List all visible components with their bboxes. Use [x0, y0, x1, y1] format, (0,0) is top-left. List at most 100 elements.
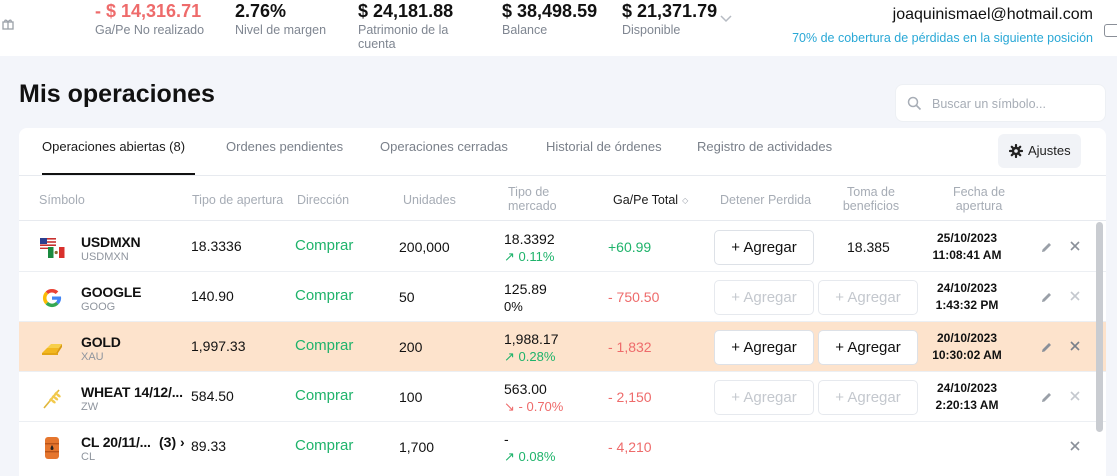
tab-pending-orders[interactable]: Ordenes pendientes: [226, 139, 344, 154]
panel-toggle-icon[interactable]: [1104, 24, 1117, 37]
edit-icon[interactable]: [1041, 341, 1053, 353]
arrow-up-right-icon: ↗: [504, 349, 515, 364]
open-price: 89.33: [191, 438, 227, 454]
date: 24/10/2023: [936, 381, 998, 395]
group-count-value: (3): [159, 434, 177, 450]
stat-label: Patrimonio de la cuenta: [358, 23, 449, 51]
close-icon[interactable]: [1069, 440, 1081, 452]
col-market-type[interactable]: Tipo de mercado: [508, 185, 557, 213]
time: 11:08:41 AM: [932, 248, 1002, 262]
change-value: 0.11%: [518, 249, 555, 264]
chevron-down-icon[interactable]: [718, 12, 734, 26]
open-price: 140.90: [191, 288, 234, 304]
date: 24/10/2023: [936, 281, 998, 295]
direction: Comprar: [295, 337, 354, 354]
symbol-search[interactable]: [895, 84, 1106, 122]
add-stop-loss-button[interactable]: + Agregar: [714, 330, 814, 365]
tab-order-history[interactable]: Historial de órdenes: [546, 139, 662, 154]
col-take-profit[interactable]: Toma de beneficios: [842, 185, 900, 213]
units: 200: [399, 339, 423, 355]
stat-value: - $ 14,316.71: [95, 1, 202, 21]
col-symbol[interactable]: Símbolo: [39, 193, 85, 207]
symbol-name: USDMXN: [81, 234, 141, 250]
pnl-total: - 750.50: [608, 289, 660, 305]
gift-icon[interactable]: [2, 18, 14, 30]
stat-value: $ 21,371.79: [622, 1, 718, 21]
stat-label: Balance: [502, 23, 548, 37]
pnl-total: - 2,150: [608, 389, 652, 405]
units: 100: [399, 389, 423, 405]
date: 20/10/2023: [936, 331, 998, 345]
market-price: -: [504, 431, 509, 447]
arrow-up-right-icon: ↗: [504, 449, 515, 464]
gear-icon: [1009, 144, 1023, 158]
direction: Comprar: [295, 287, 354, 304]
tab-activity-log[interactable]: Registro de actividades: [697, 139, 833, 154]
search-input[interactable]: [932, 94, 1097, 114]
col-stop-loss[interactable]: Detener Perdida: [720, 193, 812, 207]
col-open-type[interactable]: Tipo de apertura: [192, 193, 284, 207]
stat-label: Disponible: [622, 23, 681, 37]
take-profit-value[interactable]: 18.385: [847, 239, 890, 255]
edit-icon[interactable]: [1041, 391, 1053, 403]
table-scrollbar[interactable]: [1096, 222, 1103, 432]
symbol-name: WHEAT 14/12/...: [81, 384, 183, 400]
close-icon[interactable]: [1069, 390, 1081, 402]
pnl-total: - 1,832: [608, 339, 652, 355]
loss-coverage-link[interactable]: 70% de cobertura de pérdidas en la sigui…: [792, 31, 1093, 45]
table-row[interactable]: WHEAT 14/12/... ZW 584.50 Comprar 100 56…: [19, 372, 1106, 422]
change-value: 0.08%: [518, 449, 556, 464]
market-price: 563.00: [504, 381, 547, 397]
price-change: 0%: [504, 299, 523, 315]
open-price: 1,997.33: [191, 338, 246, 354]
price-change: ↗ 0.28%: [504, 349, 555, 365]
add-stop-loss-button[interactable]: + Agregar: [714, 280, 814, 315]
col-pnl-total[interactable]: Ga/Pe Total ◇: [613, 193, 688, 208]
table-row[interactable]: USDMXN USDMXN 18.3336 Comprar 200,000 18…: [19, 222, 1106, 272]
col-open-date[interactable]: Fecha de apertura: [952, 185, 1006, 213]
table-row[interactable]: GOOGLE GOOG 140.90 Comprar 50 125.89 0% …: [19, 272, 1106, 322]
settings-label: Ajustes: [1028, 143, 1071, 158]
tab-closed-operations[interactable]: Operaciones cerradas: [380, 139, 508, 154]
table-row[interactable]: GOLD XAU 1,997.33 Comprar 200 1,988.17 ↗…: [19, 322, 1106, 372]
pnl-total: +60.99: [608, 239, 652, 255]
add-stop-loss-button[interactable]: + Agregar: [714, 230, 814, 265]
col-direction[interactable]: Dirección: [297, 193, 350, 207]
direction: Comprar: [295, 437, 354, 454]
col-units[interactable]: Unidades: [403, 193, 456, 207]
open-date: 20/10/2023 10:30:02 AM: [927, 330, 1007, 364]
available-stat: $ 21,371.79 Disponible: [622, 0, 717, 37]
add-take-profit-button[interactable]: + Agregar: [818, 380, 918, 415]
change-value: - 0.70%: [518, 399, 564, 414]
user-email[interactable]: joaquinismael@hotmail.com: [892, 6, 1093, 23]
group-count[interactable]: (3) ›: [159, 434, 185, 450]
open-price: 584.50: [191, 388, 234, 404]
search-icon: [907, 96, 922, 111]
stat-value: $ 38,498.59: [502, 1, 598, 21]
edit-icon[interactable]: [1041, 241, 1053, 253]
price-change: ↘ - 0.70%: [504, 399, 563, 415]
time: 1:43:32 PM: [935, 298, 999, 312]
add-take-profit-button[interactable]: + Agregar: [818, 330, 918, 365]
gold-bars-icon: [42, 344, 62, 355]
active-tab-indicator: [42, 173, 195, 175]
close-icon[interactable]: [1069, 340, 1081, 352]
close-icon[interactable]: [1069, 290, 1081, 302]
stat-label: Ga/Pe No realizado: [95, 23, 205, 37]
symbol-code: ZW: [81, 401, 99, 413]
tab-open-operations[interactable]: Operaciones abiertas (8): [42, 139, 186, 154]
margin-level-stat: 2.76% Nivel de margen: [235, 0, 326, 37]
table-row[interactable]: CL 20/11/... (3) › CL 89.33 Comprar 1,70…: [19, 422, 1106, 472]
settings-button[interactable]: Ajustes: [998, 134, 1081, 168]
close-icon[interactable]: [1069, 240, 1081, 252]
time: 10:30:02 AM: [932, 348, 1002, 362]
add-stop-loss-button[interactable]: + Agregar: [714, 380, 814, 415]
add-take-profit-button[interactable]: + Agregar: [818, 280, 918, 315]
edit-icon[interactable]: [1041, 291, 1053, 303]
operations-tabs: Operaciones abiertas (8) Ordenes pendien…: [19, 128, 1106, 176]
direction: Comprar: [295, 237, 354, 254]
price-change: ↗ 0.08%: [504, 449, 555, 465]
col-pnl-total-label: Ga/Pe Total: [613, 193, 679, 207]
market-price: 1,988.17: [504, 331, 559, 347]
google-logo-icon: [42, 288, 62, 308]
